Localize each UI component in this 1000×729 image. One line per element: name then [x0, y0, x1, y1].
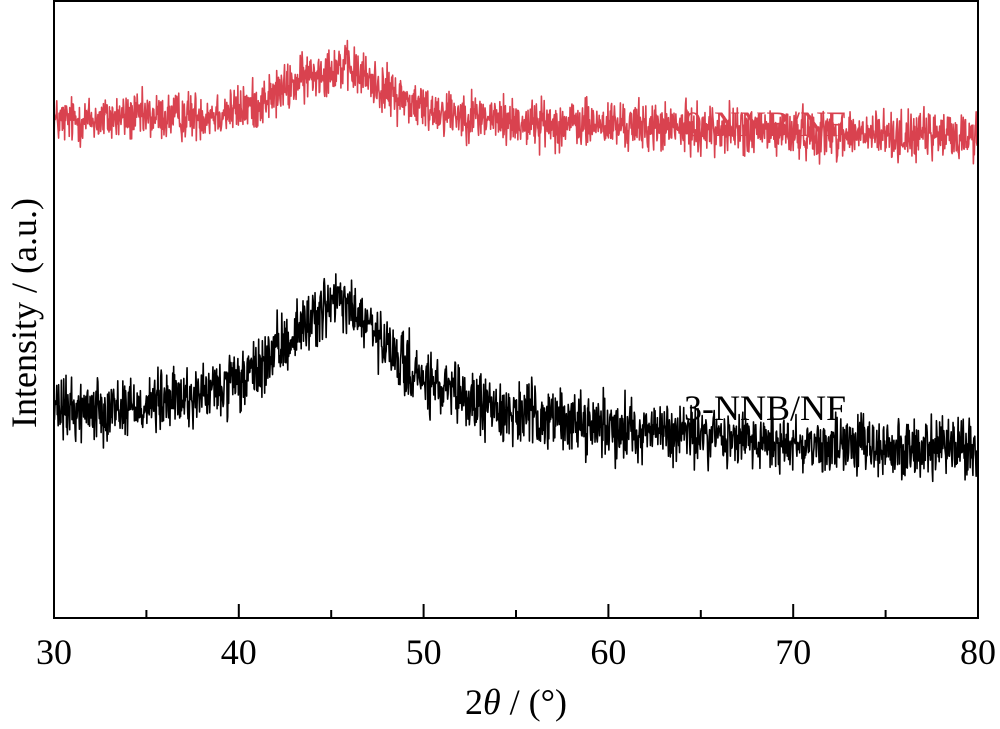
ticks-layer: [53, 604, 979, 618]
series-layer: [53, 39, 979, 483]
y-axis-title: Intensity / (a.u.): [4, 198, 44, 428]
x-tick-label-50: 50: [406, 632, 442, 672]
x-axis-title: 2θ / (°): [465, 682, 567, 722]
x-axis-title-symbol: θ: [483, 682, 501, 722]
series-labels-layer: 0-NNB/NF 3-NNB/NF: [684, 104, 846, 428]
x-tick-label-40: 40: [221, 632, 257, 672]
x-axis-title-prefix: 2: [465, 682, 483, 722]
x-tick-label-60: 60: [590, 632, 626, 672]
plot-frame: [53, 0, 979, 619]
x-tick-label-70: 70: [775, 632, 811, 672]
axes-layer: [53, 0, 979, 619]
series-line-black: [53, 273, 979, 483]
series-line-red: [53, 39, 979, 165]
series-label-red: 0-NNB/NF: [684, 104, 846, 144]
x-tick-label-30: 30: [36, 632, 72, 672]
series-label-black: 3-NNB/NF: [684, 388, 846, 428]
x-tick-label-80: 80: [960, 632, 996, 672]
tick-labels-layer: 30 40 50 60 70 80: [36, 632, 996, 672]
x-axis-title-suffix: / (°): [501, 682, 567, 722]
